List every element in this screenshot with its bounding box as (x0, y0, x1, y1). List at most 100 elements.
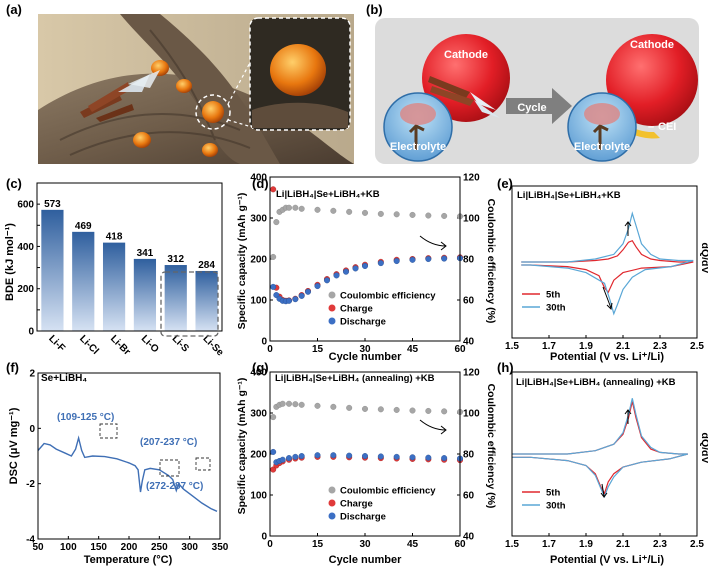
c-category-label: Li-O (139, 333, 161, 355)
d-discharge-point (305, 288, 312, 295)
d-discharge-point (352, 265, 359, 272)
d-discharge-point (324, 277, 331, 284)
g-ytick-right-label: 100 (463, 409, 480, 420)
e-xtick-label: 1.9 (579, 341, 593, 352)
g-ce-point (409, 407, 416, 414)
c-frame (36, 182, 223, 332)
c-category-label: Li-Br (108, 333, 132, 357)
h-xtick-label: 2.5 (690, 539, 704, 550)
f-highlight-box (195, 457, 211, 471)
panel-g: (g) Li|LiBH₄|Se+LiBH₄ (annealing) +KB Sp… (236, 360, 497, 566)
g-legend-label: Discharge (340, 512, 386, 523)
cathode-sphere-left (422, 34, 510, 122)
g-ce-point (441, 408, 448, 415)
h-xtick-label: 1.9 (579, 539, 593, 550)
g-ce-point (292, 401, 299, 408)
c-bar (41, 209, 64, 331)
c-value-label: 284 (198, 260, 215, 271)
panel-label-d: (d) (252, 176, 269, 191)
g-ytick-right-label: 60 (463, 491, 475, 502)
d-discharge-point (377, 260, 384, 267)
e-xlabel: Potential (V vs. Li⁺/Li) (550, 351, 664, 363)
amber-droplet (202, 101, 224, 123)
d-ylabel: Specific capacity (mAh g⁻¹) (236, 193, 248, 330)
c-bar (164, 265, 187, 331)
d-xtick-label: 15 (312, 344, 324, 355)
h-arrow-icon (600, 483, 608, 498)
d-ce-point (346, 208, 353, 215)
zoom-inset-bark (252, 102, 348, 128)
h-legend-label: 30th (546, 501, 566, 512)
d-legend-marker (328, 317, 336, 325)
d-title: Li|LiBH₄|Se+LiBH₄+KB (276, 189, 380, 200)
h-title: Li|LiBH₄|Se+LiBH₄ (annealing) +KB (516, 377, 676, 388)
d-discharge-point (286, 297, 293, 304)
f-ytick-label: -4 (26, 535, 35, 546)
cycle-label: Cycle (517, 102, 546, 114)
panel-a: (a) (6, 2, 354, 164)
panel-c: (c) BDE (kJ mol⁻¹) 0 200 400 600 573 Li-F 469… (4, 176, 226, 359)
f-xtick-label: 250 (151, 542, 168, 553)
f-highlight-box (159, 459, 180, 477)
d-ce-point (441, 212, 448, 219)
g-discharge-point (270, 448, 277, 455)
cathode-label-right: Cathode (630, 39, 674, 51)
g-xtick-label: 45 (407, 539, 419, 550)
g-ytick-label: 300 (250, 409, 267, 420)
d-ytick-label: 0 (261, 337, 267, 348)
c-bar (72, 231, 95, 331)
d-ce-point (292, 204, 299, 211)
c-value-label: 573 (44, 199, 61, 210)
e-xtick-label: 2.3 (653, 341, 667, 352)
e-ylabel: dQ/dV (699, 243, 708, 274)
c-ytick-label: 0 (28, 327, 34, 338)
d-ce-point (425, 212, 432, 219)
d-discharge-point (292, 296, 299, 303)
g-ce-point (286, 400, 293, 407)
d-ytick-right-label: 100 (463, 214, 480, 225)
panel-label-b: (b) (366, 2, 383, 17)
g-xtick-label: 0 (267, 539, 273, 550)
g-legend-label: Charge (340, 499, 373, 510)
panel-label-a: (a) (6, 2, 22, 17)
c-category-label: Li-Cl (77, 333, 101, 357)
d-ce-point (270, 253, 277, 260)
f-ytick-label: 2 (29, 369, 35, 380)
panel-label-f: (f) (6, 360, 19, 375)
c-ytick-label: 200 (17, 284, 34, 295)
f-xlabel: Temperature (°C) (84, 554, 173, 566)
e-arrow-icon (602, 286, 613, 311)
g-xtick-label: 30 (359, 539, 371, 550)
g-discharge-point (441, 455, 448, 462)
e-title: Li|LiBH₄|Se+LiBH₄+KB (517, 190, 621, 201)
cei-dash: – (648, 121, 654, 133)
d-ytick-label: 400 (250, 173, 267, 184)
g-legend-marker (328, 512, 336, 520)
panel-label-g: (g) (252, 360, 269, 375)
cei-label: CEI (658, 121, 676, 133)
g-ce-point (298, 401, 305, 408)
d-discharge-point (333, 272, 340, 279)
d-discharge-point (441, 255, 448, 262)
highlight-circle (195, 94, 231, 130)
f-xtick-label: 50 (32, 542, 44, 553)
tree-icon-crown (400, 103, 436, 125)
g-ce-point (362, 405, 369, 412)
d-ce-point (393, 211, 400, 218)
d-ce-point (330, 207, 337, 214)
g-ce-point (330, 403, 337, 410)
panel-label-c: (c) (6, 176, 22, 191)
d-discharge-point (298, 292, 305, 299)
panel-h: (h) Li|LiBH₄|Se+LiBH₄ (annealing) +KB dQ… (497, 360, 708, 566)
d-charge-point (270, 186, 277, 193)
g-discharge-point (425, 454, 432, 461)
h-xlabel: Potential (V vs. Li⁺/Li) (550, 554, 664, 566)
h-frame (511, 371, 698, 537)
g-ylabel-right: Coulombic efficiency (%) (485, 384, 497, 509)
f-ytick-label: 0 (29, 424, 35, 435)
g-ce-point (279, 400, 286, 407)
c-ylabel: BDE (kJ mol⁻¹) (4, 223, 16, 301)
f-xtick-label: 200 (121, 542, 138, 553)
g-legend-label: Coulombic efficiency (340, 486, 436, 497)
panel-e: (e) Li|LiBH₄|Se+LiBH₄+KB dQ/dV Potential… (497, 176, 708, 363)
